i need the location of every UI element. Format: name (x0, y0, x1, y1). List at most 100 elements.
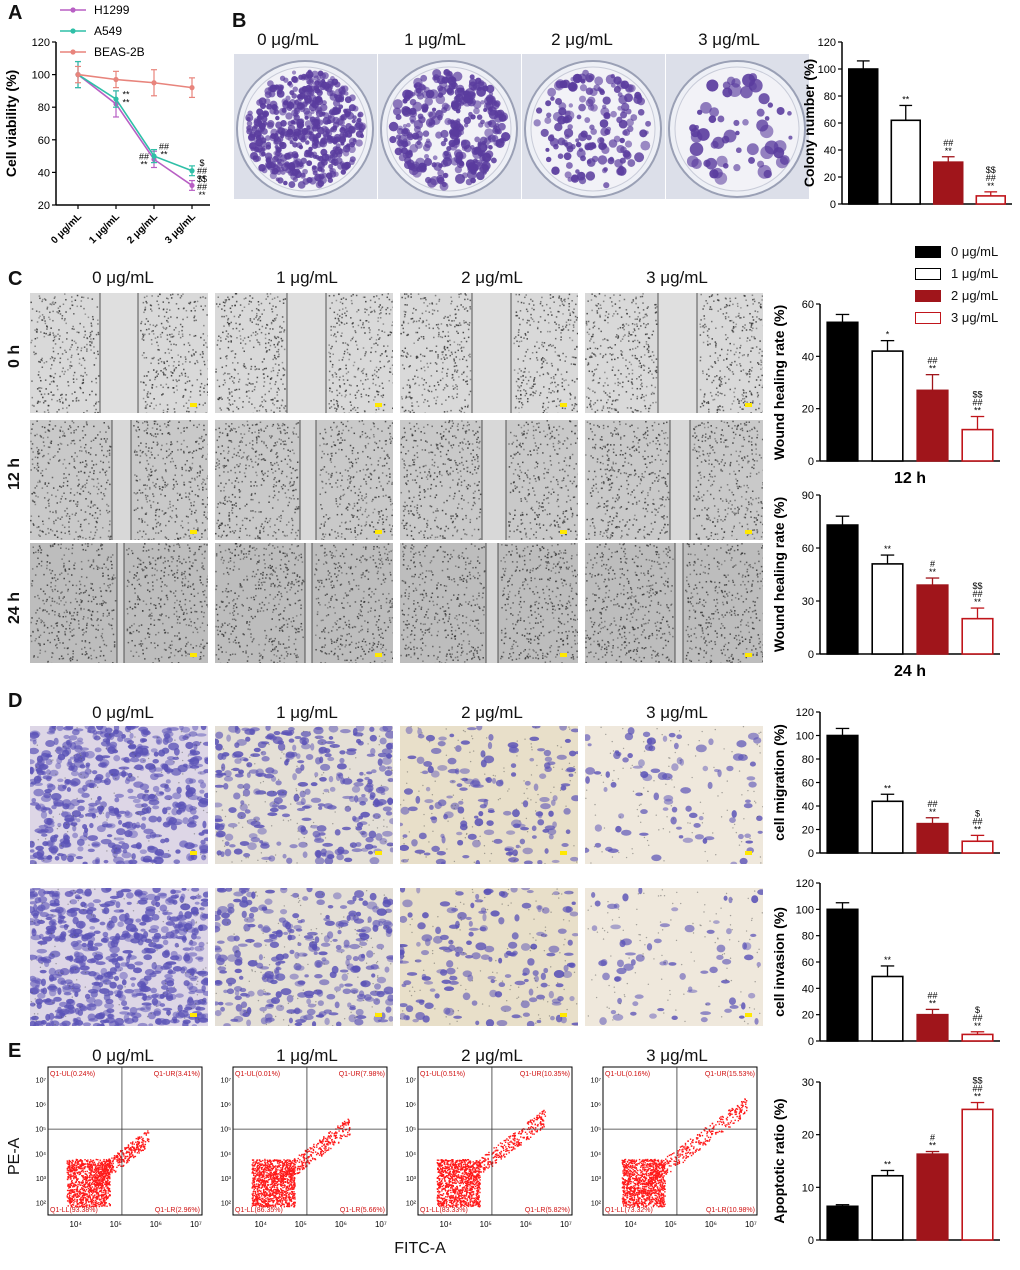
cell-viability-line-chart: 20 40 60 80 100 120 0 μg/mL 1 μg/mL 2 μg/mL 3 μg/… (3, 3, 210, 246)
y-tick-label: 20 (802, 404, 814, 416)
y-tick-label: 10³ (36, 1176, 47, 1183)
y-tick-label: 100 (796, 731, 814, 743)
quadrant-label: Q1-LL(93.38%) (50, 1207, 98, 1214)
legend-label: 2 μg/mL (951, 288, 999, 303)
flow-x-axis-label: FITC-A (394, 1240, 446, 1257)
y-tick-label: 10 (802, 1182, 814, 1194)
transwell-stain-photo (215, 726, 393, 864)
significance-mark: ** (198, 190, 206, 200)
significance-mark: ** (884, 955, 892, 965)
wound-healing-photo (585, 293, 763, 413)
transwell-stain-photo (400, 726, 578, 864)
y-tick-label: 80 (802, 754, 814, 766)
quadrant-label: Q1-UL(0.24%) (50, 1071, 95, 1078)
bar (871, 1174, 904, 1241)
y-tick-label: 10⁵ (590, 1127, 601, 1134)
y-tick-label: 10³ (406, 1176, 417, 1183)
legend-swatch (915, 267, 941, 280)
legend-label: 0 μg/mL (951, 244, 999, 259)
x-tick-label: 10⁵ (110, 1220, 122, 1229)
y-tick-label: 40 (824, 145, 836, 157)
y-tick-label: 10⁴ (405, 1151, 416, 1158)
y-tick-label: 40 (802, 983, 814, 995)
quadrant-label: Q1-LL(73.32%) (605, 1207, 653, 1214)
y-tick-label: 20 (38, 200, 50, 212)
quadrant-label: Q1-UL(0.16%) (605, 1071, 650, 1078)
y-axis-label: cell invasion (%) (771, 907, 787, 1017)
wound-healing-photo (400, 293, 578, 413)
legend-label: 3 μg/mL (951, 310, 999, 325)
y-axis-label: Wound healing rate (%) (771, 305, 787, 460)
y-tick-label: 120 (796, 878, 814, 890)
col-header-e-3: 3 μg/mL (646, 1046, 708, 1065)
wound-healing-photo (215, 293, 393, 413)
y-tick-label: 10⁶ (405, 1102, 416, 1109)
legend-item: 1 μg/mL (915, 266, 998, 281)
x-tick-label: 10⁵ (480, 1220, 492, 1229)
significance-mark: $ (975, 808, 980, 818)
quadrant-label: Q1-LL(86.35%) (235, 1207, 283, 1214)
bar (916, 389, 949, 462)
x-tick-label: 10⁷ (375, 1220, 387, 1229)
legend-label: H1299 (94, 3, 130, 17)
row-label-0h: 0 h (6, 344, 23, 368)
legend-marker (70, 28, 76, 34)
quadrant-label: Q1-UR(7.98%) (339, 1071, 385, 1078)
y-tick-label: 0 (808, 649, 814, 661)
significance-mark: $$ (972, 390, 982, 400)
bar (871, 350, 904, 462)
x-tick-label: 10⁷ (745, 1220, 757, 1229)
y-axis-label: Apoptotic ratio (%) (771, 1098, 787, 1223)
col-header-c-3: 3 μg/mL (646, 268, 708, 287)
significance-mark: ** (884, 544, 892, 554)
y-axis-label: Wound healing rate (%) (771, 497, 787, 652)
col-header-e-2: 2 μg/mL (461, 1046, 523, 1065)
significance-mark: ## (159, 142, 169, 152)
bar (961, 428, 994, 462)
y-tick-label: 10² (406, 1201, 417, 1208)
significance-mark: ** (974, 1092, 982, 1102)
significance-mark: $ (975, 1005, 980, 1015)
series-line (77, 73, 193, 187)
x-tick-label: 1 μg/mL (87, 211, 122, 246)
x-tick-label: 10⁴ (255, 1220, 268, 1229)
y-tick-label: 10⁴ (590, 1151, 601, 1158)
x-tick-label: 10⁶ (705, 1220, 717, 1229)
x-tick-label: 10⁵ (295, 1220, 307, 1229)
y-tick-label: 100 (796, 904, 814, 916)
significance-mark: ** (929, 364, 937, 374)
data-point (113, 96, 119, 102)
y-tick-label: 0 (808, 1036, 814, 1048)
y-tick-label: 10⁷ (591, 1077, 602, 1084)
y-tick-label: 90 (802, 490, 814, 502)
bar (916, 1153, 949, 1241)
y-tick-label: 10⁵ (35, 1127, 46, 1134)
bar (826, 321, 859, 462)
x-tick-label: 0 μg/mL (49, 211, 84, 246)
quadrant-label: Q1-UL(0.01%) (235, 1071, 280, 1078)
flow-y-axis-label: PE-A (6, 1137, 23, 1175)
significance-mark: ## (197, 182, 207, 192)
legend-marker (70, 49, 76, 55)
series-line (77, 73, 193, 172)
col-header-d-3: 3 μg/mL (646, 703, 708, 722)
significance-mark: ** (884, 783, 892, 793)
significance-mark: ** (974, 406, 982, 416)
y-tick-label: 10⁵ (405, 1127, 416, 1134)
transwell-stain-photo (30, 888, 208, 1026)
significance-mark: # (930, 1133, 935, 1143)
bar (916, 822, 949, 854)
y-tick-label: 10⁶ (35, 1102, 46, 1109)
y-tick-label: 100 (32, 70, 50, 82)
significance-mark: ** (929, 567, 937, 577)
quadrant-label: Q1-UR(10.35%) (520, 1071, 570, 1078)
significance-mark: ** (974, 1021, 982, 1031)
y-tick-label: 120 (32, 37, 50, 49)
significance-mark: ** (198, 174, 206, 184)
wound-healing-photo (215, 420, 393, 540)
legend-item: 2 μg/mL (915, 288, 998, 303)
x-axis-label: 12 h (894, 470, 926, 487)
y-tick-label: 80 (38, 102, 50, 114)
